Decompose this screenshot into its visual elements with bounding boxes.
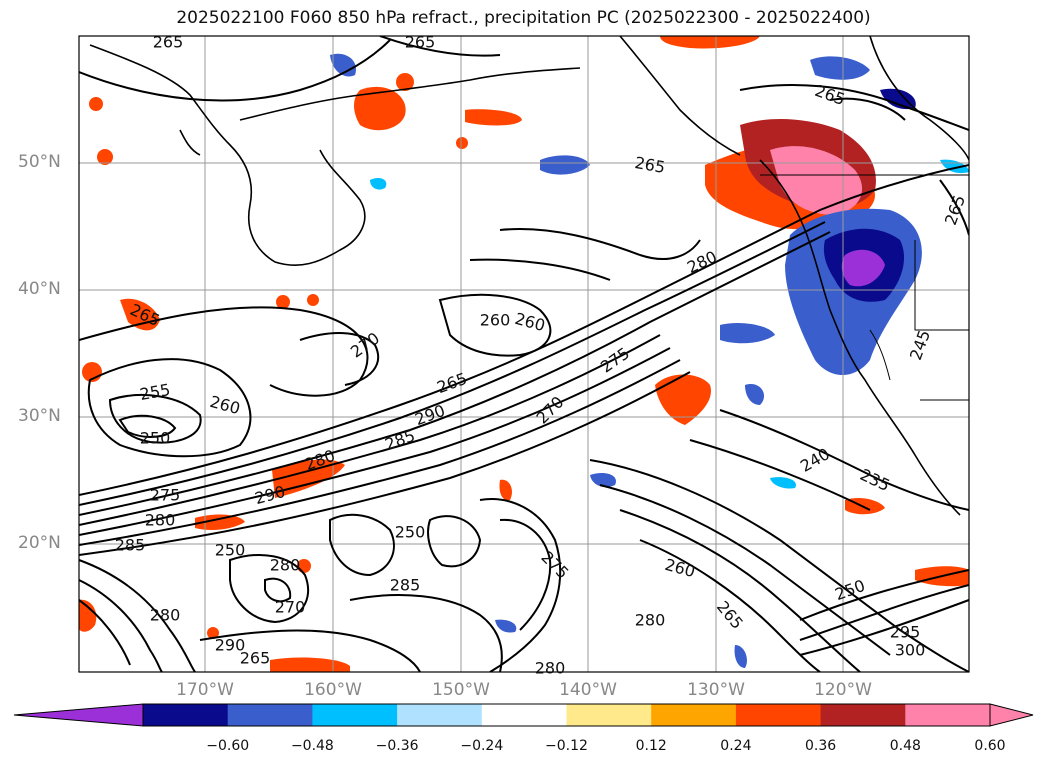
contour-label: 275 <box>149 485 181 505</box>
colorbar-tick-label: 0.12 <box>635 738 667 754</box>
precip-positive-areas <box>79 36 969 672</box>
contour-label: 260 <box>479 310 511 330</box>
colorbar-segment <box>143 704 229 726</box>
colorbar-tick-label: −0.36 <box>375 738 419 754</box>
lat-label-30n: 30°N <box>18 406 61 426</box>
contour-label: 250 <box>394 522 426 542</box>
lon-label-150w: 150°W <box>432 680 490 700</box>
colorbar-extend-right <box>989 703 1034 727</box>
colorbar-segment <box>735 704 822 726</box>
contour-label: 280 <box>149 605 181 625</box>
colorbar-segment <box>566 704 652 726</box>
lat-label-20n: 20°N <box>18 533 61 553</box>
contour-label: 280 <box>634 610 666 630</box>
contour-label: 250 <box>214 540 246 560</box>
colorbar-segment <box>820 704 906 726</box>
colorbar-segment <box>397 704 483 726</box>
contour-label: 290 <box>214 635 246 655</box>
colorbar-frame <box>142 703 991 727</box>
colorbar-extend-left <box>13 703 144 727</box>
contour-label: 270 <box>274 597 306 617</box>
colorbar <box>13 703 1034 727</box>
lon-label-120w: 120°W <box>814 680 872 700</box>
colorbar-tick-label: 0.48 <box>889 738 921 754</box>
contour-label: 295 <box>889 622 921 642</box>
colorbar-tick-label: 0.24 <box>720 738 752 754</box>
contour-label: 300 <box>894 640 926 660</box>
lat-label-40n: 40°N <box>18 279 61 299</box>
precip-negative-areas <box>330 53 969 668</box>
lon-label-160w: 160°W <box>304 680 362 700</box>
contour-label: 285 <box>114 535 146 555</box>
colorbar-segment <box>905 704 991 726</box>
contour-label: 265 <box>239 648 271 668</box>
refractivity-contours <box>79 36 969 672</box>
colorbar-segment <box>481 704 567 726</box>
contour-label: 280 <box>144 510 176 530</box>
contour-label: 280 <box>534 658 566 678</box>
map-title: 2025022100 F060 850 hPa refract., precip… <box>176 8 871 28</box>
colorbar-tick-label: −0.60 <box>206 738 250 754</box>
colorbar-tick-label: −0.12 <box>545 738 588 754</box>
contour-label: 250 <box>139 428 171 448</box>
lon-label-140w: 140°W <box>559 680 617 700</box>
colorbar-tick-label: 0.36 <box>805 738 837 754</box>
coastlines <box>89 36 969 516</box>
plot-frame <box>78 35 970 673</box>
colorbar-tick-label: −0.48 <box>290 738 334 754</box>
colorbar-segment <box>312 704 398 726</box>
contour-label: 265 <box>152 32 184 52</box>
lon-label-130w: 130°W <box>687 680 745 700</box>
contour-label: 265 <box>404 32 436 52</box>
contour-label: 280 <box>269 555 301 575</box>
colorbar-segment <box>651 704 737 726</box>
colorbar-tick-label: −0.24 <box>460 738 504 754</box>
contour-label: 285 <box>389 575 421 595</box>
lat-label-50n: 50°N <box>18 152 61 172</box>
lon-label-170w: 170°W <box>176 680 234 700</box>
boundaries <box>760 174 969 401</box>
colorbar-tick-label: 0.60 <box>974 738 1006 754</box>
colorbar-segment <box>227 704 313 726</box>
